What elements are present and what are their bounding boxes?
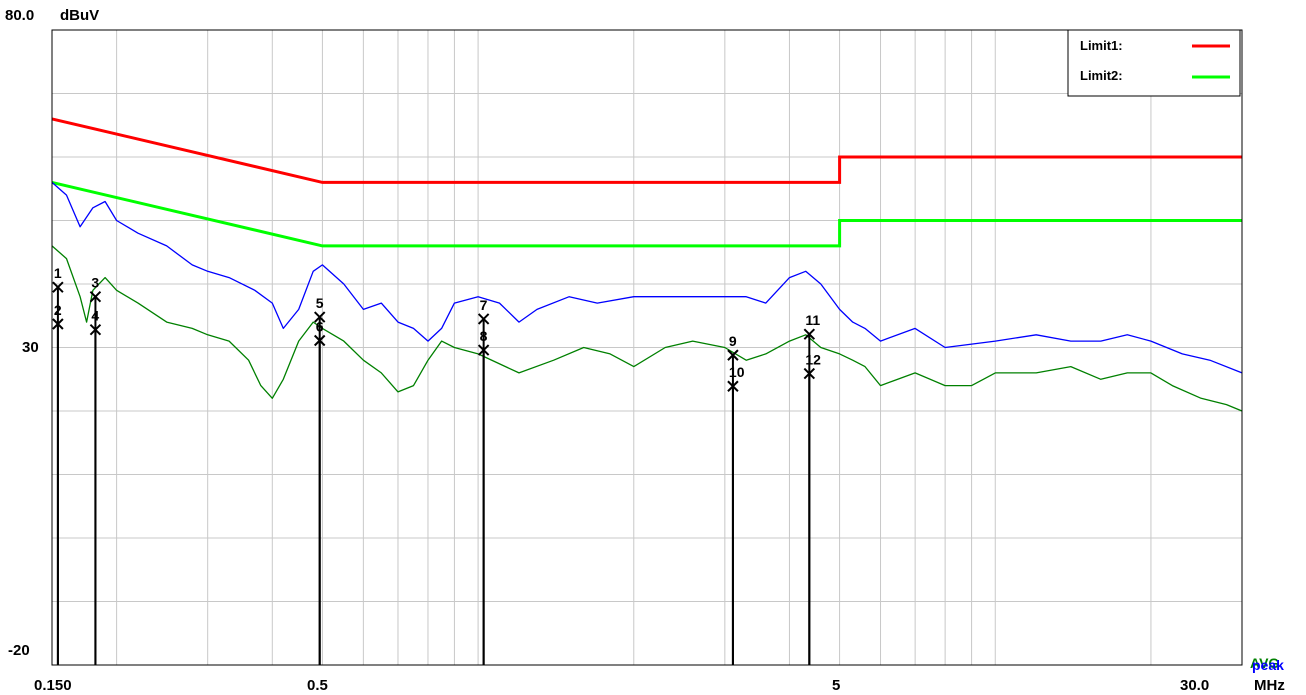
x-tick-label-2: 0.5 bbox=[307, 677, 328, 694]
limit-line-2 bbox=[51, 180, 1242, 248]
legend: Limit1: Limit2: bbox=[1067, 29, 1241, 97]
y-top-label: 80.0 bbox=[5, 7, 34, 24]
chart-grid bbox=[52, 30, 1242, 665]
marker-12-cross bbox=[803, 367, 816, 380]
measurement-traces bbox=[51, 181, 1243, 412]
marker-4-cross bbox=[89, 324, 102, 336]
x-tick-label-1: 0.150 bbox=[34, 677, 72, 694]
x-tick-label-3: 5 bbox=[832, 677, 840, 694]
y-mid-label: 30 bbox=[22, 339, 39, 356]
plot-border bbox=[51, 29, 1243, 666]
marker-12-label: 12 bbox=[805, 352, 821, 368]
detector-label-peak: peak bbox=[1252, 657, 1284, 673]
trace-2 bbox=[51, 245, 1243, 412]
detector-label-avg: AVG bbox=[1250, 655, 1279, 671]
marker-3-label: 3 bbox=[91, 275, 99, 291]
marker-8-label: 8 bbox=[480, 328, 488, 344]
marker-9-label: 9 bbox=[729, 333, 737, 349]
y-unit-label: dBuV bbox=[60, 7, 99, 24]
marker-9-cross bbox=[727, 349, 739, 361]
marker-8-cross bbox=[477, 344, 490, 356]
marker-11-label: 11 bbox=[805, 312, 820, 328]
plot-frame bbox=[51, 29, 1243, 666]
y-bottom-label: -20 bbox=[8, 642, 30, 659]
marker-3-cross bbox=[89, 290, 102, 303]
marker-10-cross bbox=[727, 380, 739, 392]
x-tick-label-4: 30.0 bbox=[1180, 677, 1209, 694]
marker-10-label: 10 bbox=[729, 364, 745, 380]
limit-line-1 bbox=[51, 117, 1242, 184]
marker-6-label: 6 bbox=[316, 319, 324, 335]
marker-7-cross bbox=[477, 313, 490, 325]
marker-4-label: 4 bbox=[91, 308, 99, 324]
marker-6-cross bbox=[313, 334, 326, 347]
limit-lines bbox=[51, 117, 1242, 248]
marker-11-cross bbox=[803, 328, 816, 340]
trace-1 bbox=[51, 181, 1243, 374]
marker-1-label: 1 bbox=[54, 265, 62, 281]
marker-2-cross bbox=[52, 318, 64, 330]
marker-5-cross bbox=[313, 311, 326, 323]
legend-label-limit1: Limit1: bbox=[1080, 38, 1123, 53]
marker-7-label: 7 bbox=[480, 297, 488, 313]
legend-box bbox=[1067, 29, 1241, 97]
x-unit-label: MHz bbox=[1254, 677, 1285, 694]
marker-5-label: 5 bbox=[316, 295, 324, 311]
marker-1-cross bbox=[52, 281, 64, 293]
legend-label-limit2: Limit2: bbox=[1080, 68, 1123, 83]
marker-2-label: 2 bbox=[54, 302, 62, 318]
